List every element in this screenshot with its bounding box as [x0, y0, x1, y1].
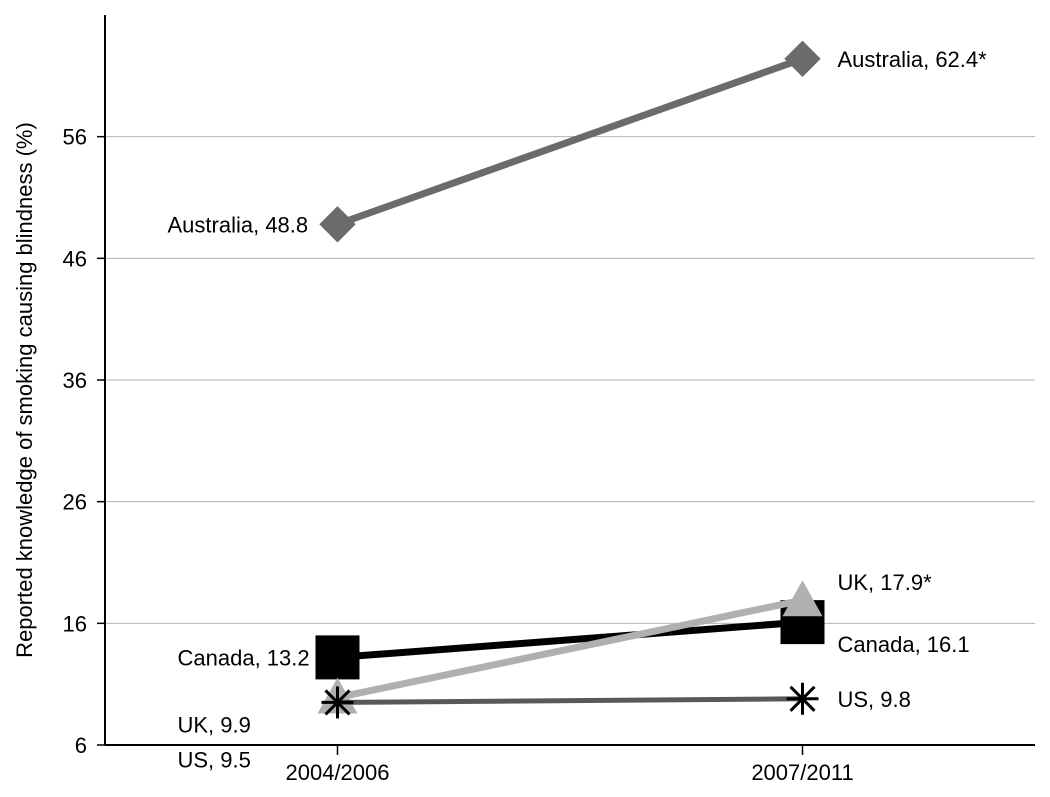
y-tick-label: 46 — [63, 246, 87, 271]
chart-background — [0, 0, 1050, 797]
y-tick-label: 6 — [75, 733, 87, 758]
x-tick-label: 2004/2006 — [286, 760, 390, 785]
y-axis-label: Reported knowledge of smoking causing bl… — [12, 122, 37, 658]
series-label-right: US, 9.8 — [838, 687, 911, 712]
y-tick-label: 36 — [63, 368, 87, 393]
chart-container: 6 16 26 36 46 56 2004/2006 2007/2011 Reported kn… — [0, 0, 1050, 797]
series-label-right: Canada, 16.1 — [838, 632, 970, 657]
series-label-left: Canada, 13.2 — [178, 645, 310, 670]
series-label-left: Australia, 48.8 — [168, 212, 309, 237]
series-label-right: Australia, 62.4* — [838, 47, 988, 72]
series-label-right: UK, 17.9* — [838, 570, 933, 595]
series-label-left: US, 9.5 — [178, 747, 251, 772]
line-chart: 6 16 26 36 46 56 2004/2006 2007/2011 Reported kn… — [0, 0, 1050, 797]
x-tick-label: 2007/2011 — [751, 760, 853, 785]
y-tick-label: 16 — [63, 611, 87, 636]
series-label-left: UK, 9.9 — [178, 713, 251, 738]
y-tick-label: 26 — [63, 490, 87, 515]
marker-square — [316, 635, 360, 679]
y-tick-label: 56 — [63, 125, 87, 150]
